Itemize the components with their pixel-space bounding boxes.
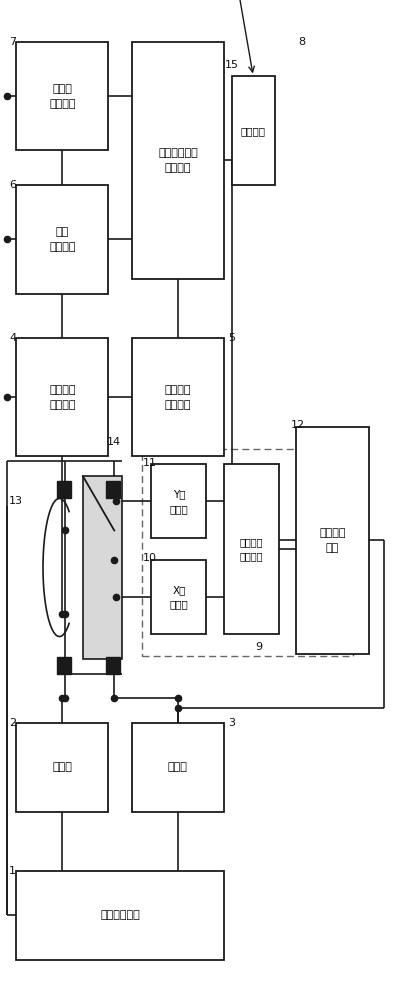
Text: 12: 12 bbox=[290, 420, 305, 430]
Text: 放电状态
检测装置: 放电状态 检测装置 bbox=[49, 385, 75, 410]
Bar bbox=[132, 42, 224, 279]
Text: 13: 13 bbox=[9, 496, 23, 506]
Bar bbox=[151, 560, 206, 634]
Bar bbox=[17, 871, 224, 960]
Bar bbox=[57, 481, 71, 498]
Text: 6: 6 bbox=[9, 180, 17, 190]
Text: 3: 3 bbox=[229, 718, 236, 728]
Text: 进给速度
分配装置: 进给速度 分配装置 bbox=[240, 537, 263, 562]
Bar bbox=[107, 657, 120, 674]
Bar bbox=[17, 723, 108, 812]
Text: 放电次数
计数装置: 放电次数 计数装置 bbox=[165, 385, 191, 410]
Bar bbox=[17, 42, 108, 150]
Text: 14: 14 bbox=[107, 437, 121, 447]
Bar bbox=[132, 338, 224, 456]
Bar bbox=[17, 338, 108, 456]
Text: 加工进给速度
运算装置: 加工进给速度 运算装置 bbox=[158, 148, 198, 173]
Bar bbox=[132, 723, 224, 812]
Text: 1: 1 bbox=[9, 866, 17, 876]
Bar bbox=[107, 481, 120, 498]
Bar bbox=[57, 657, 71, 674]
Text: X轴
电动机: X轴 电动机 bbox=[169, 585, 188, 609]
Text: 修正单元: 修正单元 bbox=[241, 126, 266, 136]
Text: 8: 8 bbox=[298, 37, 305, 47]
Bar bbox=[151, 464, 206, 538]
Text: 数据
检测装置: 数据 检测装置 bbox=[49, 227, 75, 252]
Text: 5: 5 bbox=[228, 333, 235, 343]
Bar bbox=[83, 476, 122, 659]
Bar bbox=[232, 76, 275, 185]
Bar bbox=[17, 185, 108, 294]
Text: 放电控制装置: 放电控制装置 bbox=[100, 910, 140, 920]
Text: 2: 2 bbox=[9, 718, 17, 728]
Text: 相对移动
装置: 相对移动 装置 bbox=[320, 528, 346, 553]
Text: Y轴
电动机: Y轴 电动机 bbox=[169, 489, 188, 514]
Text: 15: 15 bbox=[225, 60, 239, 70]
Bar bbox=[296, 427, 369, 654]
Text: 4: 4 bbox=[9, 333, 17, 343]
Bar bbox=[141, 449, 353, 656]
Bar bbox=[224, 464, 279, 634]
Text: 副电源: 副电源 bbox=[52, 762, 72, 772]
Text: 主电源: 主电源 bbox=[168, 762, 188, 772]
Text: 7: 7 bbox=[9, 37, 17, 47]
Text: 10: 10 bbox=[143, 553, 157, 563]
Text: 9: 9 bbox=[255, 642, 263, 652]
Text: 目标值
设定装置: 目标值 设定装置 bbox=[49, 84, 75, 109]
Text: 11: 11 bbox=[143, 458, 157, 468]
